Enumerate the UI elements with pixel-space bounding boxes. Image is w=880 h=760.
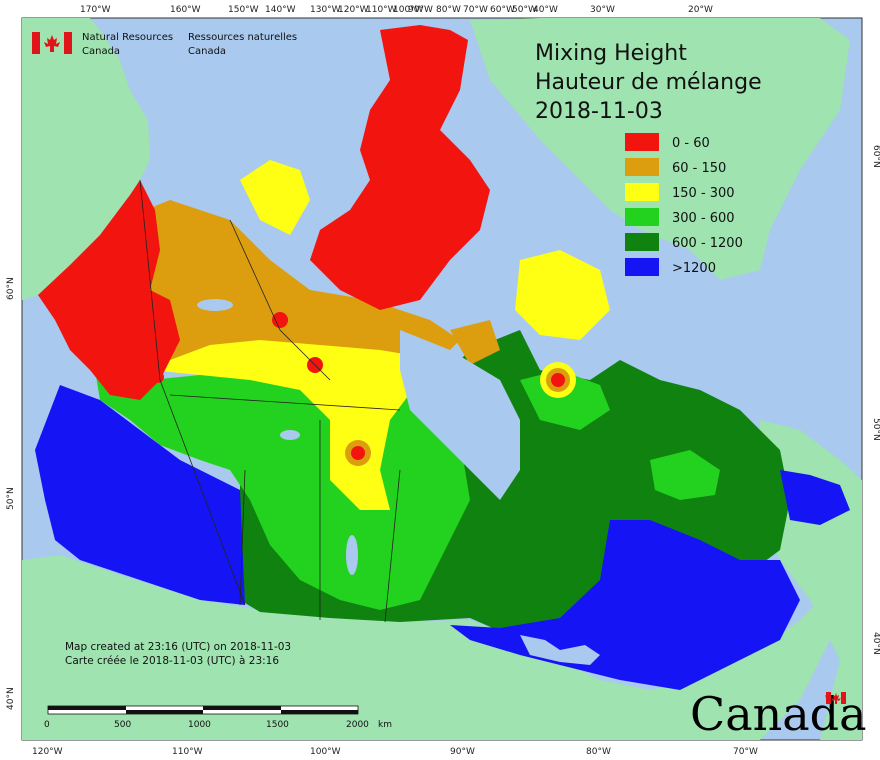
zone-0-60-spot4 (551, 373, 565, 387)
lon-label: 20°W (688, 5, 713, 15)
wordmark-flag-right (841, 692, 846, 704)
lon-label: 150°W (228, 5, 259, 15)
legend-swatch (625, 258, 659, 276)
graticule-left: 60°N 50°N 40°N (6, 277, 16, 710)
legend-label: >1200 (672, 261, 716, 276)
canada-wordmark: Canada (690, 687, 867, 741)
lon-label: 100°W (393, 5, 424, 15)
lon-label: 50°W (512, 5, 537, 15)
legend: 0 - 60 60 - 150 150 - 300 300 - 600 600 - 12… (625, 133, 743, 276)
maple-leaf-icon (44, 35, 60, 52)
great-lakes (520, 635, 600, 665)
lon-label: 30°W (590, 5, 615, 15)
legend-swatch (625, 183, 659, 201)
lon-label: 110°W (172, 747, 203, 757)
legend-swatch (625, 208, 659, 226)
great-bear-lake (280, 430, 300, 440)
scale-unit: km (378, 720, 392, 730)
lon-label: 170°W (80, 5, 111, 15)
legend-label: 60 - 150 (672, 161, 726, 176)
lon-label: 120°W (32, 747, 63, 757)
alaska-land (22, 18, 150, 300)
zone-0-60-yukon (38, 180, 180, 400)
title-date: 2018-11-03 (535, 99, 663, 124)
graticule-bottom: 120°W 110°W 100°W 90°W 80°W 70°W (32, 747, 758, 757)
legend-swatch (625, 133, 659, 151)
legend-label: 150 - 300 (672, 186, 735, 201)
title-line2: Hauteur de mélange (535, 70, 762, 95)
lon-label: 110°W (366, 5, 397, 15)
agency-en-line2: Canada (82, 46, 120, 57)
scale-label: 1000 (188, 720, 211, 730)
wordmark-flag-left (826, 692, 831, 704)
zone-0-60-spot3 (351, 446, 365, 460)
lat-label: 60°N (871, 145, 880, 168)
wordmark-text: Canada (690, 687, 867, 741)
lat-label: 50°N (6, 487, 16, 510)
lat-label: 40°N (6, 687, 16, 710)
lon-label: 60°W (490, 5, 515, 15)
agency-signature: Natural Resources Canada Ressources natu… (32, 32, 297, 57)
usa-land (22, 555, 830, 740)
zone-0-60-spot5 (152, 371, 164, 383)
hudson-bay (400, 330, 520, 500)
legend-swatch (625, 233, 659, 251)
wordmark-maple-leaf-icon (831, 693, 841, 704)
scale-bar: 0 500 1000 1500 2000 km (44, 705, 392, 730)
agency-fr-line2: Canada (188, 46, 226, 57)
great-slave-lake (197, 299, 233, 311)
zone-150-300-arctic (240, 160, 310, 235)
zone-300-600-quebec (650, 450, 720, 500)
lake-winnipeg (346, 535, 358, 575)
legend-label: 300 - 600 (672, 211, 735, 226)
lat-label: 50°N (871, 418, 880, 441)
zone-150-300-labrador (515, 250, 610, 340)
lon-label: 160°W (170, 5, 201, 15)
flag-left-bar (32, 32, 40, 54)
zone-60-150 (100, 200, 460, 360)
lon-label: 90°W (408, 5, 433, 15)
flag-right-bar (64, 32, 72, 54)
agency-en-line1: Natural Resources (82, 32, 173, 43)
zone-gt1200-west (35, 385, 245, 605)
lon-label: 90°W (450, 747, 475, 757)
greenland-land (470, 18, 850, 280)
scale-label: 1500 (266, 720, 289, 730)
scale-label: 0 (44, 720, 50, 730)
agency-fr-line1: Ressources naturelles (188, 32, 297, 43)
created-note-fr: Carte créée le 2018-11-03 (UTC) à 23:16 (65, 655, 279, 667)
zone-gt1200-ne (780, 470, 850, 525)
provincial-borders (139, 179, 401, 623)
lon-label: 130°W (310, 5, 341, 15)
zone-60-150-east (450, 320, 500, 365)
graticule-top: 170°W 160°W 150°W 140°W 130°W 120°W 110°… (80, 5, 713, 15)
legend-label: 0 - 60 (672, 136, 710, 151)
lon-label: 100°W (310, 747, 341, 757)
legend-swatch (625, 158, 659, 176)
lat-label: 60°N (6, 277, 16, 300)
lon-label: 80°W (586, 747, 611, 757)
title-line1: Mixing Height (535, 41, 687, 66)
lon-label: 40°W (533, 5, 558, 15)
scale-label: 2000 (346, 720, 369, 730)
created-note-en: Map created at 23:16 (UTC) on 2018-11-03 (65, 641, 291, 653)
legend-label: 600 - 1200 (672, 236, 743, 251)
lon-label: 70°W (463, 5, 488, 15)
lon-label: 80°W (436, 5, 461, 15)
scale-label: 500 (114, 720, 131, 730)
lon-label: 120°W (338, 5, 369, 15)
zone-0-60-arctic (310, 25, 490, 310)
lon-label: 70°W (733, 747, 758, 757)
graticule-right: 60°N 50°N 40°N (871, 145, 880, 655)
zone-0-60-spot1 (272, 312, 288, 328)
lon-label: 140°W (265, 5, 296, 15)
lat-label: 40°N (871, 632, 880, 655)
